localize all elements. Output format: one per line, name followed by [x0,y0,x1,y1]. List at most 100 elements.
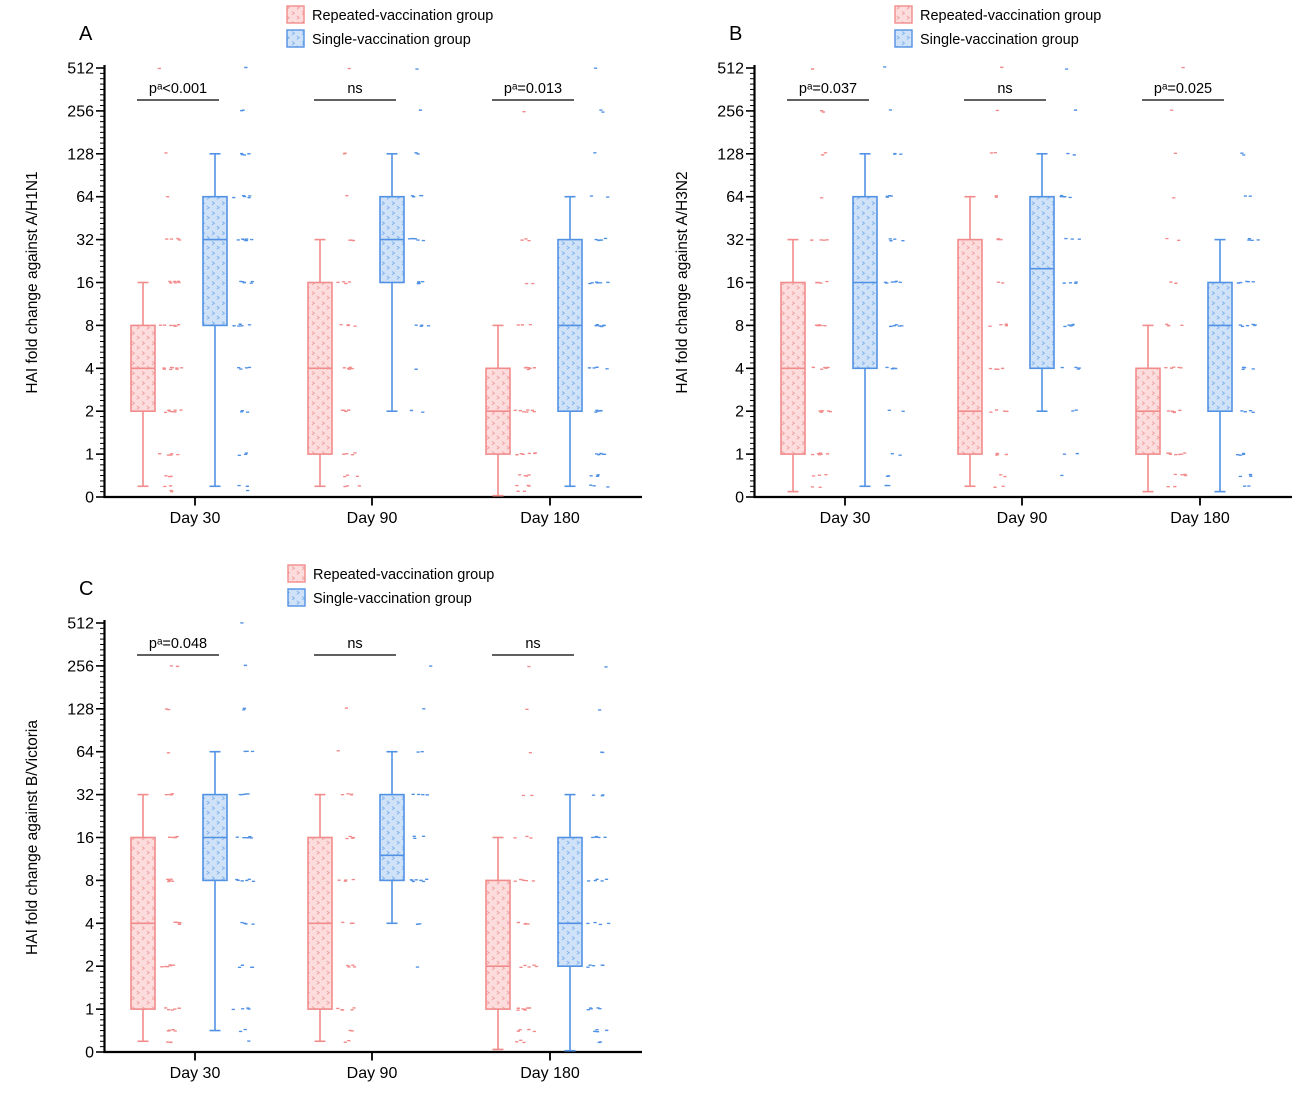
data-point [593,152,597,154]
data-point [519,966,523,969]
data-point [351,964,355,966]
data-point [822,239,826,241]
data-point [247,1008,251,1010]
data-point [586,1008,590,1011]
points-repeated-day-180 [1164,66,1188,488]
data-point [349,239,353,241]
x-tick-label: Day 90 [347,1065,398,1082]
points-single-day-30 [231,622,256,1042]
data-point [416,239,420,241]
data-point [238,323,242,325]
data-point [344,707,349,709]
data-point [1074,281,1078,283]
data-point [247,878,251,880]
data-point [1247,238,1252,240]
data-point [164,794,169,796]
data-point [883,66,887,68]
data-point [532,410,536,413]
y-axis: 512 256 128 64 32 16 8 4 2 1 0 HAI fold change agai… [674,61,756,507]
data-point [249,837,254,839]
box-repeated-day-90 [307,793,333,1043]
data-point [425,794,429,796]
data-point [898,454,902,456]
data-point [1062,453,1067,455]
data-point [901,239,905,242]
box-single-day-30 [852,153,878,488]
data-point [242,195,247,198]
data-point [523,964,527,967]
data-point [337,879,341,881]
data-point [243,453,248,455]
data-point [1064,68,1069,70]
data-point [166,1030,171,1032]
data-point [1249,475,1253,477]
data-point [240,154,245,156]
data-point [239,109,244,112]
data-point [989,152,994,154]
data-point [518,409,522,412]
data-point [346,367,351,370]
data-point [527,452,532,455]
data-point [819,109,824,112]
data-point [819,368,824,370]
data-point [597,709,602,711]
data-point [810,453,815,456]
data-point [1000,367,1005,370]
data-point [169,324,173,327]
data-point [1183,473,1187,476]
data-point [523,923,527,925]
data-point [1245,280,1249,283]
data-point [1166,410,1171,412]
panel-b: B Repeated-vaccination group Single-vaccin… [650,0,1306,555]
data-point [1073,109,1078,111]
data-point [1251,411,1255,414]
significance-label: ns [525,636,540,652]
data-point [240,1008,245,1010]
data-point [606,922,611,925]
box-repeated-day-180 [485,836,511,1051]
data-point [887,409,892,411]
data-point [418,109,423,111]
data-point [531,880,536,882]
box-single-day-30 [202,153,228,488]
significance-annotations: pᵃ=0.037 ns pᵃ=0.025 [787,81,1224,101]
data-point [595,366,599,368]
data-point [178,922,182,924]
data-point [347,1040,351,1042]
data-point [593,921,597,924]
data-point [989,411,993,413]
data-point [821,111,826,113]
y-tick-label: 1 [735,447,744,464]
legend-swatch-repeated [287,564,306,583]
data-point [602,324,606,327]
data-point [516,1030,521,1032]
data-point [348,1029,352,1032]
data-point [521,794,526,797]
data-point [157,453,162,455]
data-point [176,237,180,240]
data-point [240,880,244,882]
x-tick-label: Day 90 [997,510,1048,527]
significance-label: ns [347,636,362,652]
data-point [171,964,176,966]
points-single-day-90 [407,68,431,413]
data-point [1235,453,1240,456]
legend-label: Repeated-vaccination group [920,8,1101,24]
data-point [521,411,526,413]
data-point [162,324,167,326]
data-point [996,238,1001,240]
data-point [1172,410,1176,413]
data-point [887,484,891,487]
data-point [166,454,171,456]
data-point [1077,367,1081,369]
data-point [901,410,905,413]
y-axis-title: HAI fold change against B/Victoria [24,720,41,955]
data-point [527,240,531,242]
legend-label: Repeated-vaccination group [313,567,494,583]
significance-label: pᵃ=0.013 [504,81,562,97]
points-single-day-180 [1235,152,1260,487]
data-point [242,707,247,710]
data-point [348,835,352,838]
data-point [601,794,605,796]
data-point [589,484,593,486]
